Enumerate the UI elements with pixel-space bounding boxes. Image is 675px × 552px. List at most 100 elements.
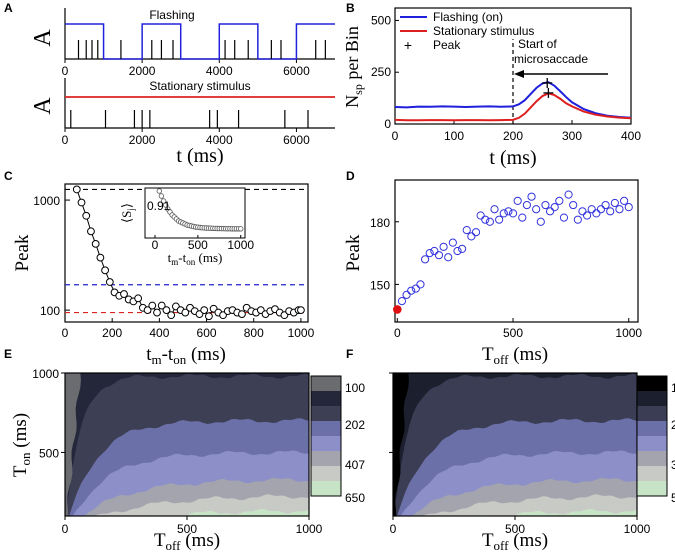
f-colorbar-swatch [637, 376, 667, 391]
d-point [481, 215, 490, 224]
b-legend: Flashing (on) Stationary stimulus + Peak [400, 10, 534, 53]
a2-spike-train [70, 110, 309, 128]
d-point [476, 211, 485, 220]
d-point [444, 253, 453, 262]
d-point [536, 217, 545, 226]
e-ylabel-sub: on [18, 452, 33, 466]
c-ylabel: Peak [12, 234, 33, 271]
a2-x-ticks: 0 2000 4000 6000 [62, 128, 310, 147]
e-ylabel-main: T [10, 465, 31, 477]
b-xtick-label: 200 [503, 129, 523, 143]
f-colorbar-label: 3 [671, 458, 675, 472]
f-xlabel-sub: off [494, 538, 510, 552]
a1-xtick-label: 0 [62, 64, 69, 78]
d-xtick-label: 0 [394, 326, 401, 340]
f-xtick-label: 1000 [624, 522, 651, 536]
c-point [200, 306, 209, 315]
b-xtick-label: 400 [621, 129, 641, 143]
c-point [77, 198, 86, 207]
a-xlabel: t (ms) [176, 145, 223, 167]
a1-xtick-label: 4000 [206, 64, 233, 78]
f-xlabel-main: T [482, 530, 494, 551]
b-ytick-label: 500 [371, 13, 391, 27]
b-annotation-line-2: microsaccade [514, 52, 588, 66]
a2-ylabel: A [30, 97, 56, 115]
c-inset-xlabel-sub1: m [171, 257, 178, 267]
f-colorbar-swatch [637, 391, 667, 406]
c-inset-point [163, 202, 169, 208]
b-xtick-label: 300 [562, 129, 582, 143]
c-xtick-label: 800 [244, 326, 264, 340]
b-xlabel: t (ms) [489, 147, 536, 169]
c-point [134, 294, 143, 303]
f-heatmap [393, 373, 637, 516]
e-colorbar-swatch [311, 421, 341, 436]
d-point [596, 205, 606, 214]
e-xtick-label: 1000 [296, 522, 323, 536]
c-inset-point [158, 193, 165, 199]
e-colorbar-swatch [311, 466, 341, 481]
c-point [96, 253, 105, 262]
f-xtick-label: 0 [390, 522, 397, 536]
d-point [471, 228, 481, 237]
a1-flashing-wave [65, 23, 335, 60]
b-xtick-label: 100 [444, 129, 464, 143]
c-point [297, 306, 305, 315]
c-inset-xlabel-sub2: on [186, 257, 196, 267]
b-legend-peak: Peak [433, 38, 461, 52]
d-point [485, 217, 494, 226]
d-point [402, 290, 411, 299]
c-point [143, 306, 152, 315]
c-ticks: 0 200 400 600 800 1000 100 1000 [33, 194, 314, 340]
d-ticks: 0 500 1000 150 180 [370, 216, 642, 340]
d-point [550, 203, 559, 212]
c-ytick-label: 1000 [33, 194, 60, 208]
d-point [416, 280, 425, 289]
d-point [504, 207, 513, 216]
d-point [508, 209, 518, 218]
c-point [181, 308, 190, 317]
d-point [462, 226, 471, 235]
c-inset-ytick: 0.91 [147, 199, 171, 213]
b-ylabel-main: N [342, 95, 362, 108]
d-point [490, 205, 499, 214]
e-colorbar-swatch [311, 481, 341, 496]
e-colorbar-label: 650 [345, 491, 365, 505]
c-point [82, 211, 91, 220]
d-xlabel: Toff (ms) [482, 344, 548, 367]
f-xtick-label: 500 [505, 522, 525, 536]
d-point [411, 284, 420, 293]
c-point [120, 290, 128, 298]
d-ylabel: Peak [343, 234, 364, 271]
e-xlabel-main: T [154, 530, 166, 551]
a2-title: Stationary stimulus [149, 79, 250, 93]
c-inset-ylabel-sub: j [126, 208, 136, 212]
f-colorbar-swatch [637, 451, 667, 466]
c-point [157, 301, 166, 310]
d-point [467, 232, 476, 241]
d-point [582, 211, 592, 220]
d-point [601, 200, 610, 210]
e-colorbar-swatch [311, 451, 341, 466]
c-point [148, 301, 157, 310]
panel-d: 0 500 1000 150 180 Peak Toff (ms) [343, 179, 642, 367]
b-legend-stationary: Stationary stimulus [433, 24, 534, 38]
d-point [513, 196, 522, 205]
f-colorbar-swatch [637, 481, 667, 496]
d-point [610, 198, 619, 208]
f-band-4 [393, 494, 637, 516]
e-ticks: 0 500 1000 500 1000 [32, 367, 322, 536]
d-highlight-point [393, 305, 402, 314]
c-point [105, 278, 114, 286]
b-xtick-label: 0 [392, 129, 399, 143]
d-point [522, 200, 532, 210]
d-point [527, 192, 536, 201]
c-inset-xlabel: tm-ton (ms) [168, 250, 223, 267]
c-inset-xtick-label: 1000 [227, 238, 254, 252]
d-xlabel-main: T [482, 344, 494, 365]
c-inset-point [160, 198, 167, 204]
c-inset: 0 500 1000 [152, 188, 254, 252]
e-colorbar-swatch [311, 391, 341, 406]
b-annotation-line-1: Start of [518, 37, 557, 51]
panel-e: 0 500 1000 500 1000 100 202 407 650 Ton (ms) To… [10, 367, 365, 552]
